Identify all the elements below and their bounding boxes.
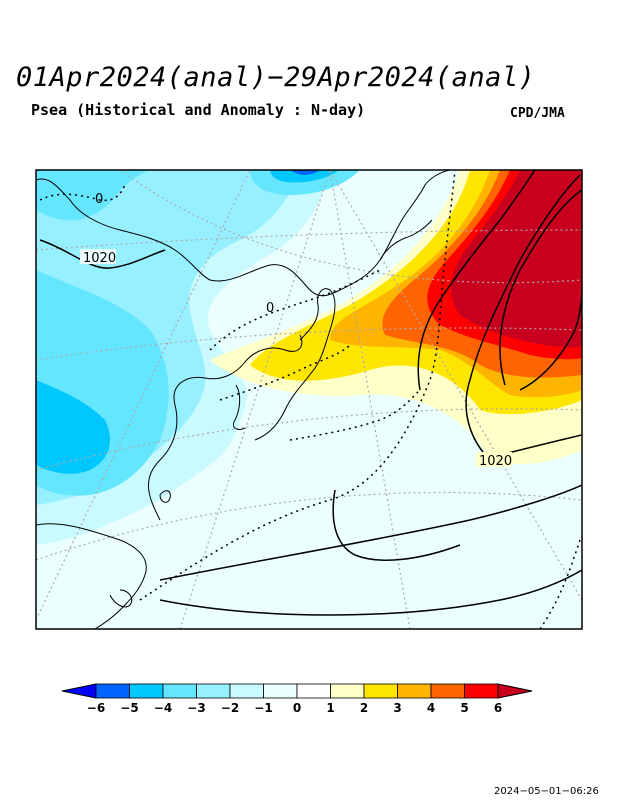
colorbar-tick-label: 4: [427, 701, 435, 715]
colorbar-tick-label: −3: [187, 701, 205, 715]
colorbar-segment: [363, 683, 398, 699]
colorbar-segment: [95, 683, 130, 699]
colorbar-tick-label: −1: [254, 701, 272, 715]
colorbar-arrow-low: [61, 683, 97, 699]
isobar-label-1020-west: 1020: [83, 251, 116, 266]
colorbar-tick-label: 1: [326, 701, 334, 715]
contour-labels: 1020 1020 0 0: [80, 192, 512, 469]
anomaly-label-0-central: 0: [266, 301, 274, 316]
map-frame: [35, 169, 583, 630]
colorbar-tick-label: 5: [460, 701, 468, 715]
colorbar-segment: [229, 683, 264, 699]
colorbar-tick-label: −4: [154, 701, 172, 715]
map-area: 1020 1020 0 0: [36, 170, 582, 629]
colorbar-tick-label: 6: [494, 701, 502, 715]
coastlines: [36, 170, 451, 629]
colorbar-segment: [296, 683, 331, 699]
colorbar-tick-label: −2: [221, 701, 239, 715]
timestamp: 2024−05−01−06:26: [494, 786, 599, 797]
colorbar-segment: [196, 683, 231, 699]
positive-anomaly-shading: [210, 170, 582, 465]
graticule: [36, 170, 582, 629]
colorbar-segment: [129, 683, 164, 699]
anomaly-label-0-north: 0: [95, 192, 103, 207]
colorbar: −6 −5 −4 −3 −2 −1 0 1 2 3 4 5 6: [61, 683, 533, 715]
colorbar-segment: [397, 683, 432, 699]
colorbar-tick-label: −6: [87, 701, 105, 715]
colorbar-tick-label: 3: [393, 701, 401, 715]
anomaly-contours: [39, 170, 581, 629]
colorbar-segment: [162, 683, 197, 699]
isobar-contours: [39, 170, 582, 616]
colorbar-segment: [430, 683, 465, 699]
agency-label: CPD/JMA: [510, 106, 565, 121]
colorbar-segment: [263, 683, 298, 699]
map-subtitle: Psea (Historical and Anomaly : N-day): [31, 101, 366, 119]
colorbar-arrow-high: [497, 683, 533, 699]
colorbar-segment: [330, 683, 365, 699]
colorbar-segment: [464, 683, 499, 699]
colorbar-tick-label: −5: [120, 701, 138, 715]
isobar-label-1020-east: 1020: [479, 454, 512, 469]
map-title: 01Apr2024(anal)−29Apr2024(anal): [16, 62, 536, 93]
colorbar-tick-label: 2: [360, 701, 368, 715]
colorbar-tick-label: 0: [293, 701, 301, 715]
